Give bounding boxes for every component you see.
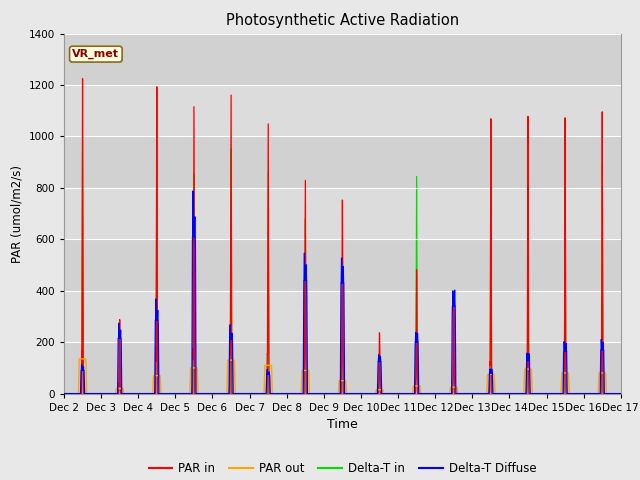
- Text: VR_met: VR_met: [72, 49, 119, 59]
- Bar: [64, 34, 621, 85]
- X-axis label: Time: Time: [327, 418, 358, 431]
- Y-axis label: PAR (umol/m2/s): PAR (umol/m2/s): [10, 165, 23, 263]
- Legend: PAR in, PAR out, Delta-T in, Delta-T Diffuse: PAR in, PAR out, Delta-T in, Delta-T Dif…: [144, 457, 541, 480]
- Title: Photosynthetic Active Radiation: Photosynthetic Active Radiation: [226, 13, 459, 28]
- Bar: [64, 342, 621, 394]
- Bar: [64, 240, 621, 291]
- Bar: [64, 136, 621, 188]
